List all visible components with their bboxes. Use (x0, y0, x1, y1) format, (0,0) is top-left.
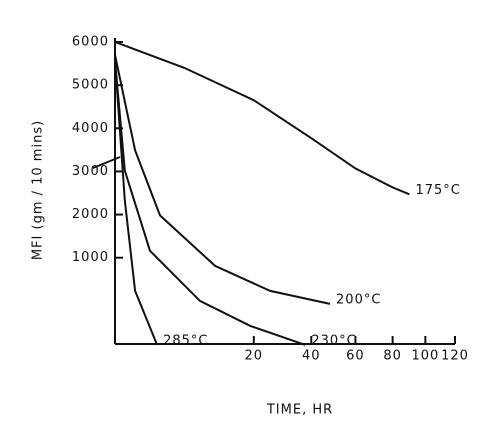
y-tick-label: 6000 (72, 35, 109, 50)
y-tick-label: 1000 (72, 250, 109, 265)
series-line (114, 60, 159, 346)
y-tick-label: 5000 (72, 78, 109, 93)
series-line (114, 54, 331, 305)
series-line (114, 60, 306, 346)
y-tick-label: 2000 (72, 207, 109, 222)
x-tick-label: 120 (441, 349, 469, 364)
y-tick-label: 3000 (72, 164, 109, 179)
x-tick-label: 60 (346, 349, 365, 364)
x-tick-label: 100 (411, 349, 439, 364)
series-label: 200°C (336, 292, 381, 307)
x-tick-label: 20 (245, 349, 264, 364)
x-tick-label: 80 (383, 349, 402, 364)
series-line (114, 41, 410, 196)
series-label: 285°C (163, 333, 208, 348)
y-axis-label: MFI (gm / 10 mins) (31, 120, 46, 260)
decoration-stroke (92, 156, 121, 169)
series-label: 175°C (415, 183, 460, 198)
series-label: 230°C (311, 333, 356, 348)
x-tick-label: 40 (302, 349, 321, 364)
y-tick-label: 4000 (72, 121, 109, 136)
x-axis-label: TIME, HR (266, 403, 333, 418)
